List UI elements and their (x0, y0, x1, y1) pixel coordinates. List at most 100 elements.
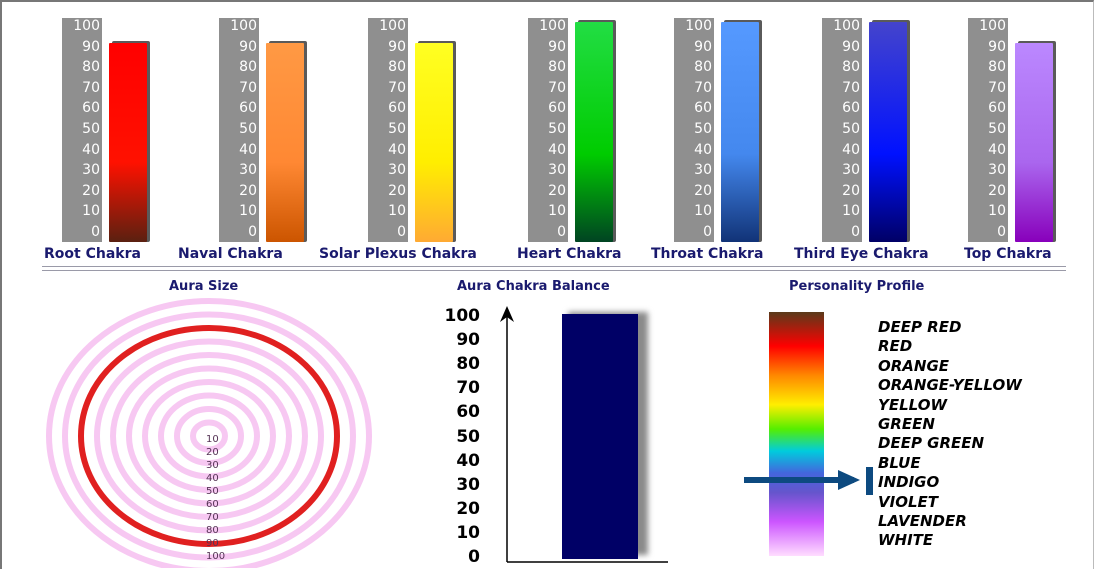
balance-axis (500, 306, 668, 563)
balance-tick-label: 50 (456, 426, 480, 447)
aura-ring-highlighted (78, 325, 340, 547)
chakra-tick-label: 40 (842, 141, 860, 158)
aura-ring-label: 40 (206, 473, 219, 484)
chakra-tick-label: 60 (988, 100, 1006, 117)
personality-color-spectrum (769, 312, 824, 556)
chakra-tick-label: 10 (548, 203, 566, 220)
chakra-scale: 100 90 80 70 60 50 40 30 20 10 0 (674, 18, 714, 242)
chakra-bar (1015, 42, 1053, 242)
chakra-tick-label: 90 (694, 38, 712, 55)
aura-ring-label: 100 (206, 551, 226, 562)
chakra-tick-label: 100 (979, 18, 1006, 34)
aura-ring-label: 30 (206, 460, 219, 471)
chakra-meter: 100 90 80 70 60 50 40 30 20 10 0 (528, 18, 628, 248)
balance-tick-label: 0 (468, 547, 480, 567)
chakra-tick-label: 0 (557, 224, 566, 240)
chakra-tick-label: 10 (988, 203, 1006, 220)
aura-ring-label: 20 (206, 447, 219, 458)
chakra-bar (869, 22, 907, 242)
chakra-tick-label: 20 (82, 182, 100, 199)
chakra-meter: 100 90 80 70 60 50 40 30 20 10 0 (822, 18, 922, 248)
chakra-tick-label: 50 (842, 121, 860, 137)
chakra-scale: 100 90 80 70 60 50 40 30 20 10 0 (968, 18, 1008, 242)
chakra-tick-label: 60 (82, 100, 100, 117)
chakra-tick-label: 100 (539, 18, 566, 34)
aura-ring (126, 365, 292, 507)
chakra-meter: 100 90 80 70 60 50 40 30 20 10 0 (368, 18, 468, 248)
chakra-scale: 100 90 80 70 60 50 40 30 20 10 0 (528, 18, 568, 242)
chakra-tick-label: 90 (548, 38, 566, 55)
chakra-tick-label: 30 (388, 162, 406, 179)
chakra-tick-label: 30 (988, 162, 1006, 179)
chakra-label-root: Root Chakra (44, 246, 141, 262)
chakra-tick-label: 40 (82, 141, 100, 158)
chakra-scale: 100 90 80 70 60 50 40 30 20 10 0 (62, 18, 102, 242)
section-divider (42, 270, 1066, 271)
chakra-tick-label: 40 (388, 141, 406, 158)
chakra-tick-label: 80 (82, 59, 100, 76)
chakra-tick-label: 30 (842, 162, 860, 179)
aura-ring-label: 70 (206, 512, 219, 523)
personality-color-label: LAVENDER (878, 512, 967, 530)
chakra-tick-label: 0 (997, 224, 1006, 240)
aura-balance-title: Aura Chakra Balance (457, 279, 610, 294)
chakra-tick-label: 60 (548, 100, 566, 117)
chakra-tick-label: 60 (388, 100, 406, 117)
chakra-tick-label: 90 (239, 38, 257, 55)
chakra-tick-label: 0 (91, 224, 100, 240)
chakra-meter: 100 90 80 70 60 50 40 30 20 10 0 (62, 18, 162, 248)
chakra-tick-label: 70 (842, 79, 860, 96)
chakra-tick-label: 0 (703, 224, 712, 240)
aura-ring (46, 298, 372, 568)
balance-tick-label: 30 (456, 474, 480, 495)
chakra-meter: 100 90 80 70 60 50 40 30 20 10 0 (674, 18, 774, 248)
personality-color-label: DEEP GREEN (878, 434, 985, 453)
chakra-tick-label: 90 (842, 38, 860, 55)
personality-color-label: VIOLET (878, 492, 938, 511)
personality-color-label: YELLOW (878, 395, 947, 414)
chakra-tick-label: 80 (988, 59, 1006, 76)
chakra-tick-label: 100 (73, 18, 100, 34)
aura-size-title: Aura Size (169, 279, 239, 294)
chakra-tick-label: 100 (833, 18, 860, 34)
chakra-tick-label: 50 (388, 121, 406, 137)
chakra-tick-label: 70 (388, 79, 406, 96)
aura-ring-label: 90 (206, 538, 219, 549)
chakra-tick-label: 80 (388, 59, 406, 76)
aura-ring (62, 311, 356, 561)
balance-tick-label: 20 (456, 498, 480, 519)
personality-color-label: INDIGO (878, 473, 940, 492)
chakra-label-naval: Naval Chakra (178, 246, 283, 262)
aura-ring-label: 60 (206, 499, 219, 510)
balance-tick-label: 100 (444, 306, 481, 326)
chakra-tick-label: 90 (988, 38, 1006, 55)
aura-ring (142, 379, 276, 493)
personality-color-label: WHITE (878, 531, 934, 550)
chakra-tick-label: 80 (239, 59, 257, 76)
aura-ring (174, 406, 244, 466)
chakra-tick-label: 60 (694, 100, 712, 117)
chakra-tick-label: 70 (82, 79, 100, 96)
balance-tick-label: 40 (456, 450, 480, 471)
personality-color-label: BLUE (878, 453, 921, 472)
chakra-tick-label: 10 (82, 203, 100, 220)
chakra-label-third-eye: Third Eye Chakra (794, 246, 929, 262)
chakra-tick-label: 20 (239, 182, 257, 199)
chakra-scale: 100 90 80 70 60 50 40 30 20 10 0 (822, 18, 862, 242)
balance-tick-label: 60 (456, 402, 480, 423)
chakra-scale: 100 90 80 70 60 50 40 30 20 10 0 (219, 18, 259, 242)
section-divider (42, 266, 1066, 267)
chakra-bar (415, 42, 453, 242)
chakra-tick-label: 0 (851, 224, 860, 240)
balance-tick-label: 80 (456, 354, 480, 375)
chakra-tick-label: 0 (397, 224, 406, 240)
aura-ring (158, 392, 260, 480)
chakra-meter: 100 90 80 70 60 50 40 30 20 10 0 (219, 18, 319, 248)
personality-color-label: RED (878, 337, 913, 356)
chakra-tick-label: 50 (988, 121, 1006, 137)
chakra-tick-label: 0 (248, 224, 257, 240)
chakra-tick-label: 20 (988, 182, 1006, 199)
chakra-bar (575, 22, 613, 242)
balance-tick-label: 70 (456, 378, 480, 399)
